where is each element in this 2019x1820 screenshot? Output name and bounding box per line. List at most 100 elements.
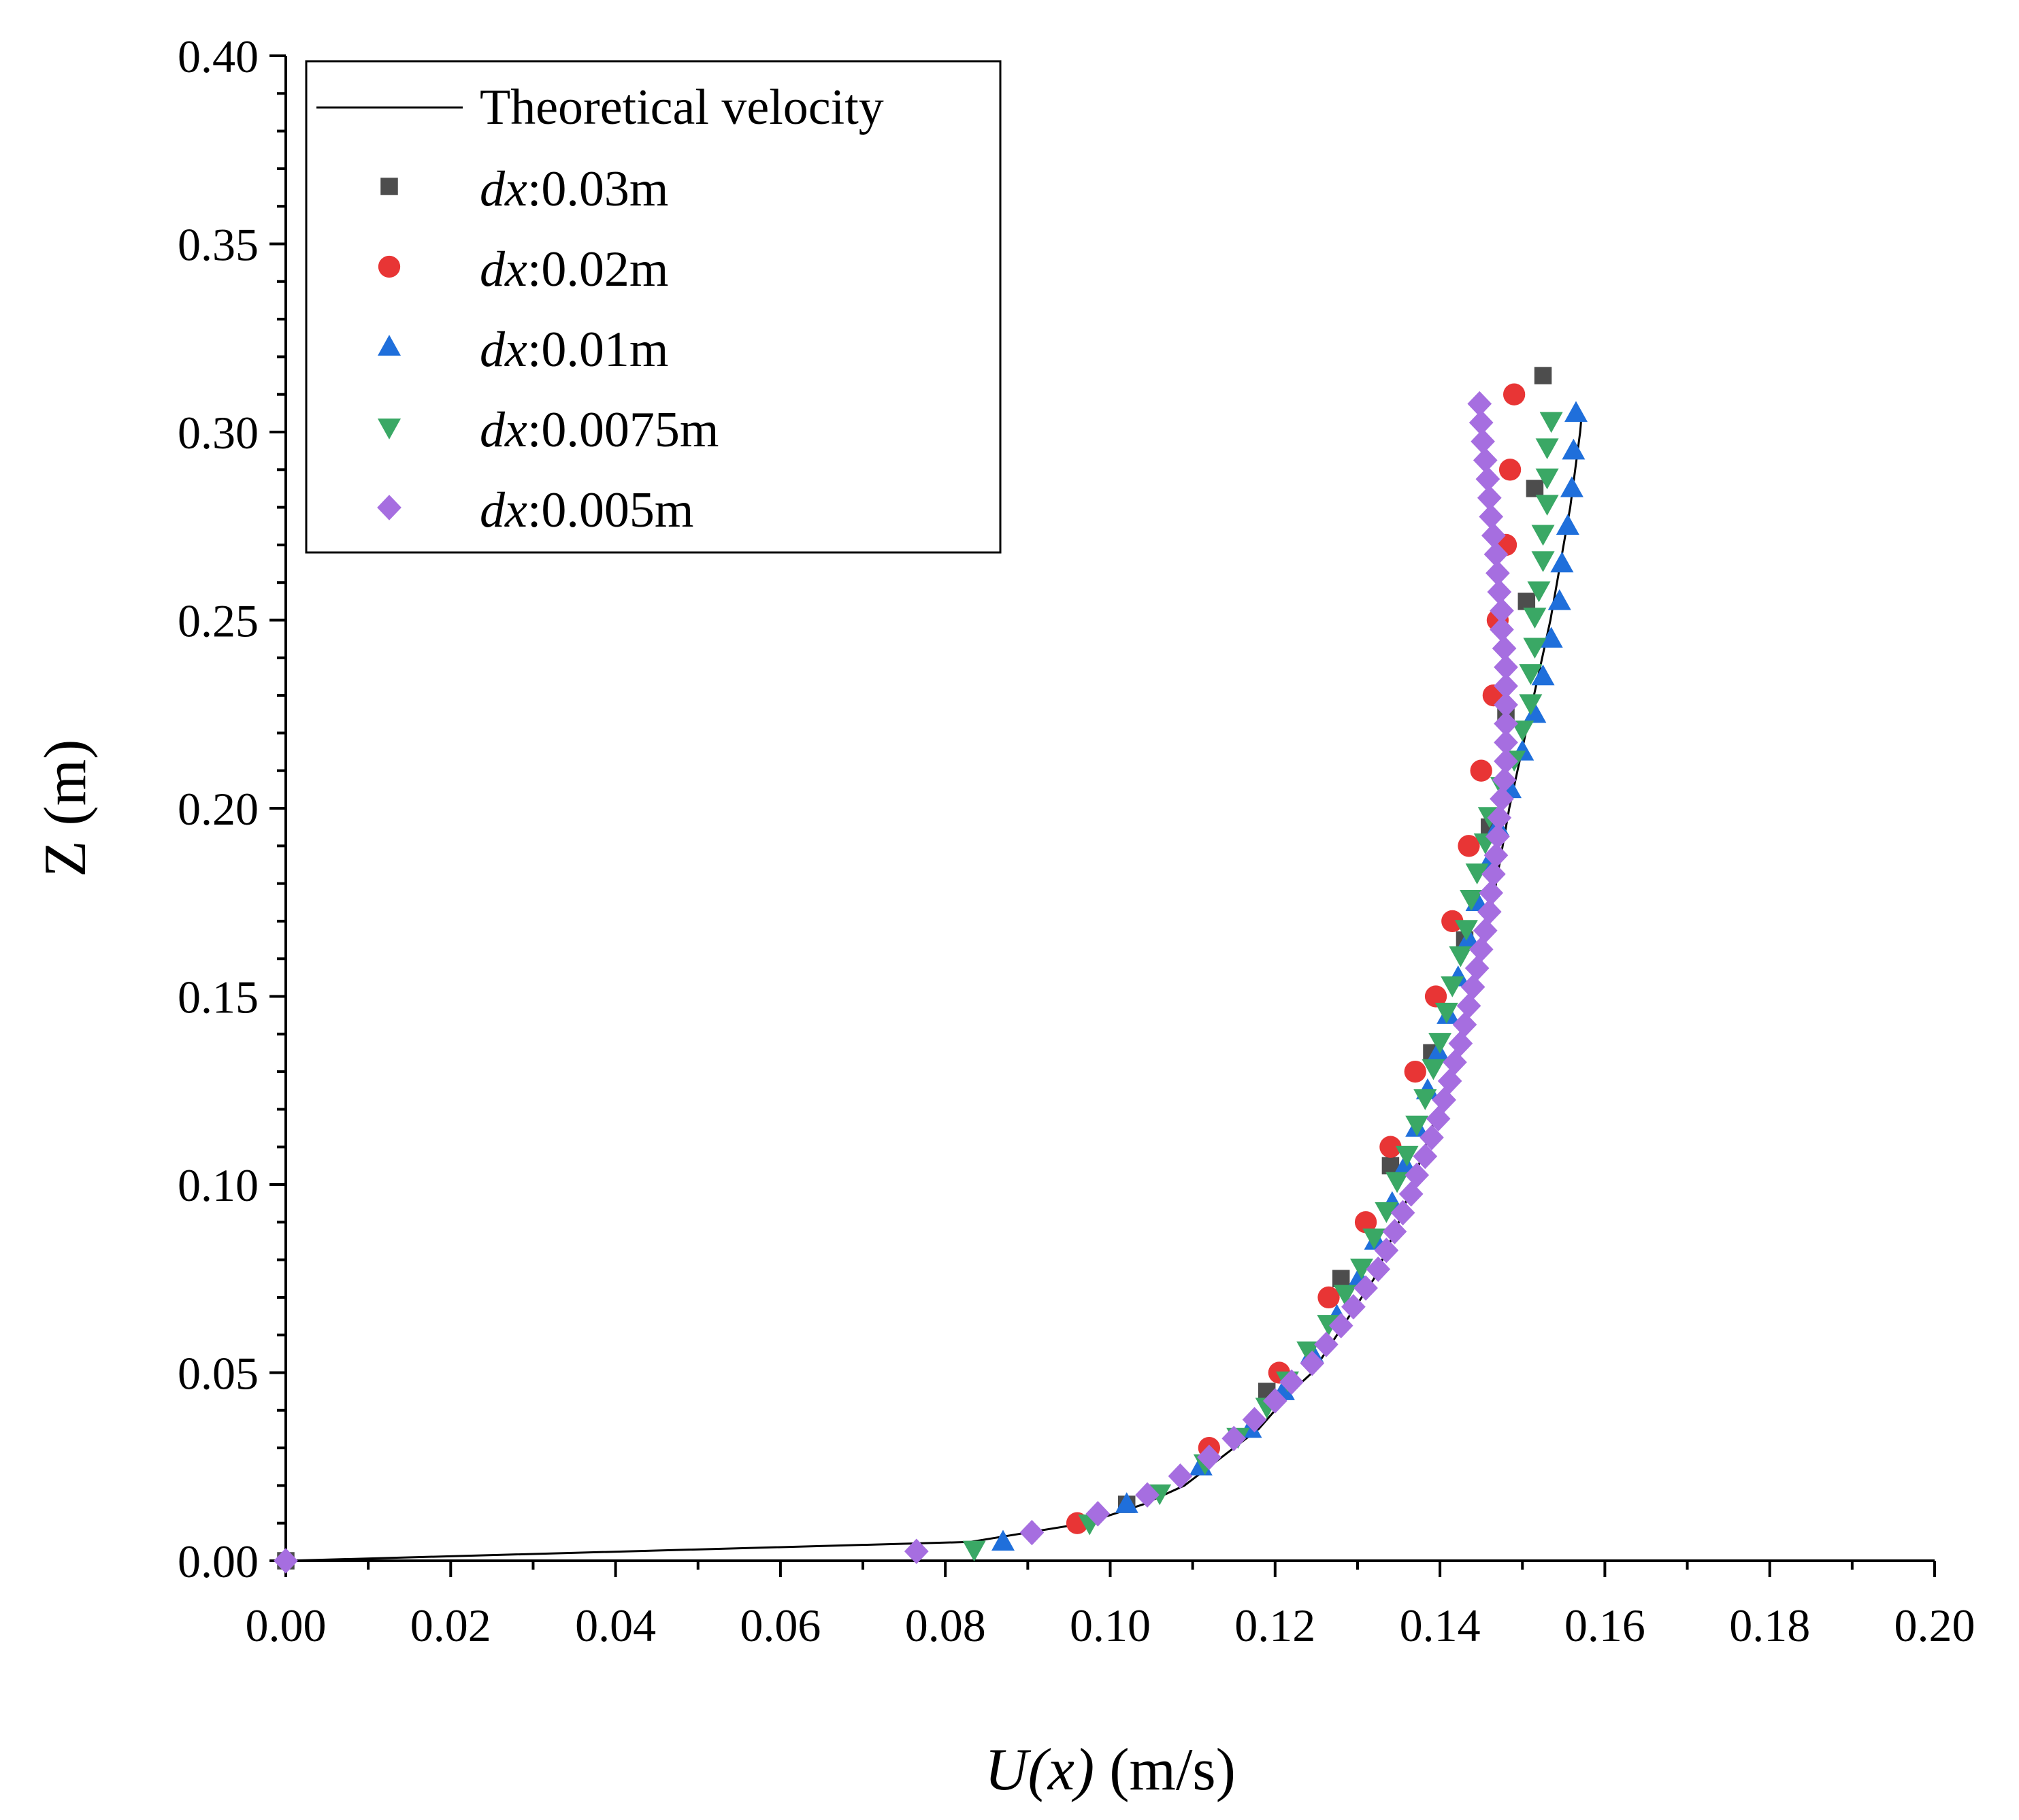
y-tick-label: 0.10 [178,1159,259,1211]
data-point [1511,721,1534,742]
data-point [1437,1068,1462,1094]
y-axis-title: Z (m) [33,740,99,878]
legend-label: Theoretical velocity [480,80,884,135]
data-point [1523,638,1547,659]
data-point [1531,551,1555,572]
x-tick-label: 0.02 [410,1600,491,1651]
x-tick-label: 0.06 [740,1600,821,1651]
data-point [1426,1106,1451,1131]
data-point [1471,429,1495,454]
data-point [1404,1060,1426,1083]
data-point [1460,974,1485,1000]
data-point [1448,1030,1473,1057]
data-point [1490,616,1514,643]
legend-label: dx:0.02m [480,242,668,297]
data-point [1464,955,1490,981]
data-point [1490,786,1514,812]
data-point [1296,1341,1320,1363]
data-point [1481,861,1506,887]
x-tick-label: 0.20 [1894,1600,1975,1651]
x-axis-title: U(x) (m/s) [985,1737,1236,1803]
data-point [1490,597,1514,624]
data-point [1354,1211,1377,1234]
data-point [1479,880,1504,906]
data-point [1197,1444,1221,1470]
series-layer [274,367,1588,1574]
data-point [1523,701,1547,723]
data-point [1547,589,1571,610]
data-point [1341,1294,1366,1320]
data-point [1300,1350,1325,1376]
data-point [1379,1136,1402,1158]
data-point [1452,1012,1477,1038]
data-point [1560,476,1583,497]
data-point [1328,1312,1353,1339]
data-point [1531,525,1555,546]
data-point [1477,899,1502,925]
data-point [1503,383,1526,406]
legend-triangle-down-swatch [378,418,401,440]
data-point [1477,485,1502,511]
data-point [1467,391,1492,417]
data-point [1535,438,1559,459]
data-point [1413,1089,1437,1110]
data-point [1262,1388,1287,1414]
data-point [1468,410,1494,435]
data-point [1479,503,1504,530]
data-point [1390,1199,1415,1226]
data-point [1443,1049,1467,1075]
data-point [1517,593,1536,610]
data-point [1362,1228,1386,1250]
data-point [1470,759,1492,782]
data-point [1413,1143,1438,1170]
legend-label-value: :0.0075m [527,402,719,458]
data-point [1473,918,1498,944]
data-point [1458,835,1480,857]
data-point [1353,1275,1378,1301]
data-point [1492,635,1517,661]
data-point [1168,1463,1193,1489]
data-point [1494,654,1518,680]
y-tick-label: 0.40 [178,31,259,82]
data-point [1492,767,1517,793]
data-point [1473,447,1498,474]
data-point [904,1538,929,1564]
legend-label: dx:0.03m [480,161,668,217]
x-tick-label: 0.10 [1070,1600,1151,1651]
data-point [1333,1285,1357,1306]
data-point [1221,1425,1247,1451]
series-diamond [274,391,1518,1574]
x-tick-label: 0.16 [1564,1600,1645,1651]
data-point [1432,1087,1457,1113]
legend-label-prefix: dx [480,161,527,217]
data-point [1494,729,1518,755]
y-tick-label: 0.05 [178,1348,259,1400]
legend: Theoretical velocitydx:0.03mdx:0.02mdx:0… [305,60,1002,554]
data-point [1314,1331,1339,1357]
data-point [1487,805,1512,831]
data-point [1457,927,1481,949]
data-point [1449,946,1473,967]
data-point [1441,910,1464,933]
data-point [1428,1033,1452,1054]
data-point [1519,664,1543,685]
legend-label: dx:0.0075m [480,402,719,458]
x-axis-title-variable: U(x) [985,1737,1094,1803]
data-point [1519,694,1543,716]
data-point [1535,468,1559,490]
y-tick-label: 0.20 [178,783,259,835]
data-point [1279,1369,1304,1395]
legend-label-value: :0.02m [527,242,669,297]
legend-diamond-swatch [377,495,401,520]
data-point [1498,459,1522,481]
data-point [1434,1002,1458,1024]
data-point [1332,1270,1350,1287]
y-tick-label: 0.25 [178,595,259,647]
x-tick-label: 0.18 [1729,1600,1810,1651]
data-point [1419,1125,1444,1151]
data-point [1317,1286,1340,1309]
legend-label-prefix: dx [480,322,527,378]
data-point [1539,412,1563,433]
data-point [1395,1146,1419,1167]
